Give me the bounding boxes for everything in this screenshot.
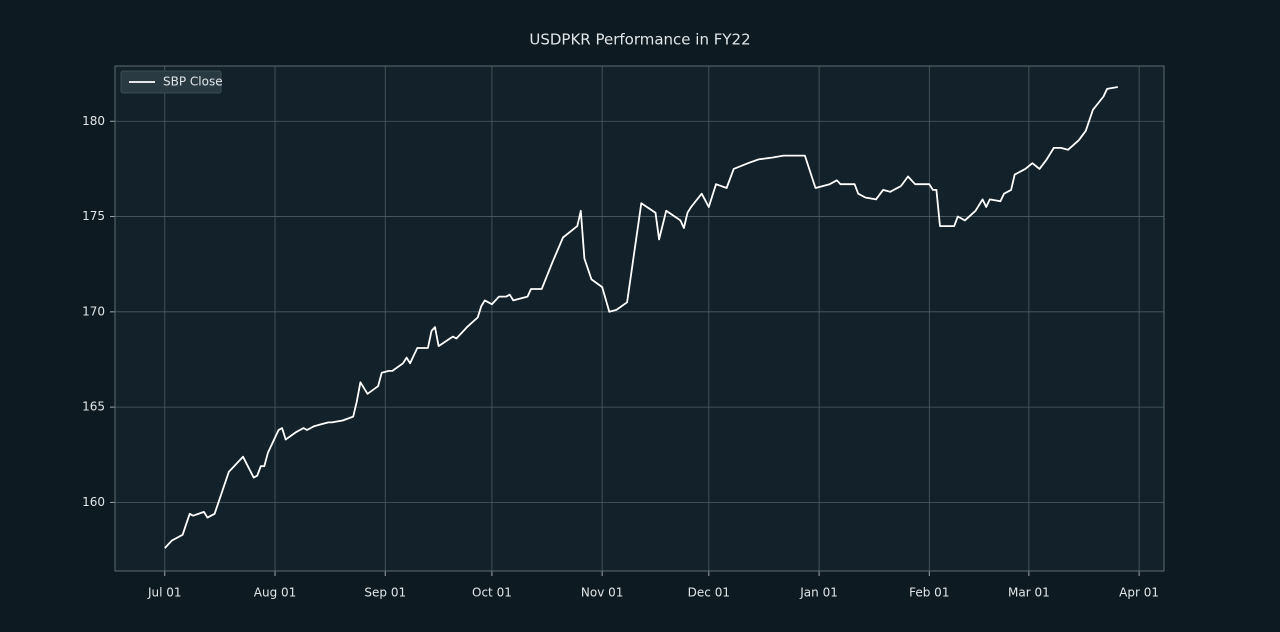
x-tick-label: Nov 01 xyxy=(581,586,624,600)
axes-frame xyxy=(114,65,1165,572)
x-tick-label: Mar 01 xyxy=(1008,586,1050,600)
legend-label: SBP Close xyxy=(163,75,223,89)
x-tick-label: Jul 01 xyxy=(147,586,182,600)
x-tick-label: Sep 01 xyxy=(364,586,406,600)
y-tick-label: 175 xyxy=(82,209,105,223)
y-tick-label: 180 xyxy=(82,114,105,128)
chart-title: USDPKR Performance in FY22 xyxy=(529,31,750,49)
series-line xyxy=(164,86,1118,549)
y-tick-label: 160 xyxy=(82,495,105,509)
y-tick-label: 170 xyxy=(82,304,105,318)
x-tick-label: Apr 01 xyxy=(1119,586,1159,600)
x-tick-label: Jan 01 xyxy=(799,586,838,600)
y-tick-label: 165 xyxy=(82,400,105,414)
legend-box xyxy=(120,70,222,94)
x-tick-label: Oct 01 xyxy=(472,586,512,600)
x-tick-label: Aug 01 xyxy=(254,586,297,600)
x-tick-label: Dec 01 xyxy=(688,586,730,600)
x-tick-label: Feb 01 xyxy=(909,586,949,600)
plot-area xyxy=(115,66,1164,571)
